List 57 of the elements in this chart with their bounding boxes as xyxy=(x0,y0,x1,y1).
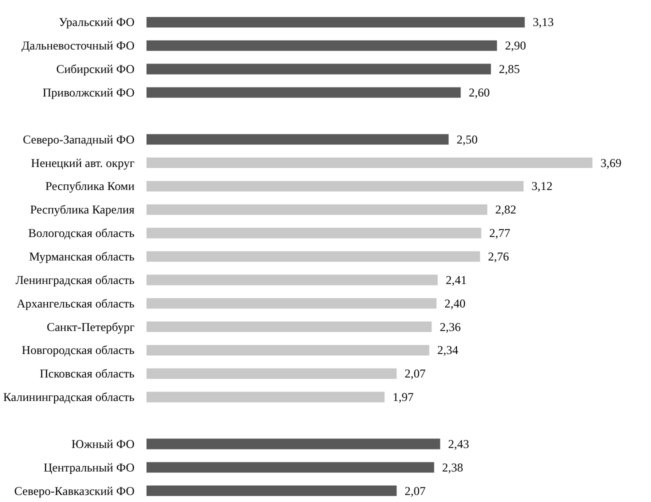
bar xyxy=(146,251,480,262)
data-label: 3,13 xyxy=(532,15,554,30)
bar xyxy=(146,344,430,356)
y-tick-label: Новгородская область xyxy=(22,343,136,358)
data-label: 3,69 xyxy=(600,156,622,170)
data-label: 2,85 xyxy=(498,62,520,76)
bar xyxy=(146,204,488,215)
y-tick-label: Приволжский ФО xyxy=(42,86,135,100)
data-label: 2,07 xyxy=(404,484,426,498)
bar xyxy=(146,180,524,192)
y-tick-label: Республика Коми xyxy=(45,179,136,194)
bar xyxy=(146,462,434,473)
data-label: 2,90 xyxy=(504,38,526,53)
y-tick-label: Дальневосточный ФО xyxy=(21,38,135,53)
data-label: 2,38 xyxy=(442,460,464,474)
y-tick-label: Сибирский ФО xyxy=(56,62,135,76)
data-label: 2,77 xyxy=(489,226,510,240)
y-tick-label: Северо-Кавказский ФО xyxy=(14,484,135,498)
y-tick-label: Псковская область xyxy=(40,366,136,381)
data-label: 2,36 xyxy=(440,320,461,334)
data-label: 1,97 xyxy=(392,390,414,404)
y-tick-label: Ленинградская область xyxy=(16,272,136,287)
data-label: 3,12 xyxy=(532,179,553,194)
y-tick-label: Южный ФО xyxy=(72,436,135,451)
y-tick-label: Уральский ФО xyxy=(58,15,135,30)
y-tick-label: Калининградская область xyxy=(3,390,136,404)
data-label: 2,07 xyxy=(404,366,426,381)
y-tick-label: Северо-Западный ФО xyxy=(22,132,135,146)
bar xyxy=(146,64,491,74)
data-label: 2,76 xyxy=(488,250,510,264)
bar xyxy=(146,16,525,28)
y-tick-label: Санкт-Петербург xyxy=(46,320,135,334)
y-tick-label: Ненецкий авт. округ xyxy=(31,156,135,170)
data-label: 2,60 xyxy=(468,86,490,100)
data-label: 2,41 xyxy=(446,272,467,287)
bar xyxy=(146,486,397,496)
bar xyxy=(146,298,437,309)
data-label: 2,34 xyxy=(437,343,458,358)
data-label: 2,82 xyxy=(495,202,516,217)
bar xyxy=(146,40,497,51)
data-label: 2,50 xyxy=(456,132,478,146)
bar xyxy=(146,158,592,168)
data-label: 2,40 xyxy=(444,296,466,310)
bar xyxy=(146,438,440,450)
bar xyxy=(146,368,397,379)
bar xyxy=(146,87,461,98)
bar xyxy=(146,134,449,145)
y-tick-label: Республика Карелия xyxy=(30,202,135,217)
bar xyxy=(146,228,482,238)
y-tick-label: Архангельская область xyxy=(16,296,136,310)
y-tick-label: Центральный ФО xyxy=(44,460,135,474)
bar xyxy=(146,322,432,332)
bar xyxy=(146,274,438,286)
data-label: 2,43 xyxy=(448,436,470,451)
y-tick-label: Вологодская область xyxy=(28,226,136,240)
y-tick-label: Мурманская область xyxy=(29,250,136,264)
bar xyxy=(146,392,385,402)
